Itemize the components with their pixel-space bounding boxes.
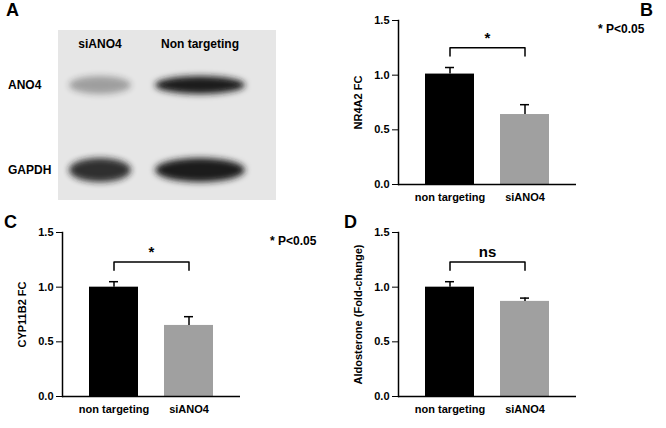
svg-text:1.0: 1.0	[374, 281, 389, 293]
svg-text:siANO4: siANO4	[78, 37, 122, 51]
svg-text:CYP11B2 FC: CYP11B2 FC	[16, 281, 28, 347]
svg-text:Non targeting: Non targeting	[161, 37, 239, 51]
svg-text:non targeting: non targeting	[79, 403, 149, 415]
svg-text:*: *	[485, 29, 491, 46]
svg-text:NR4A2 FC: NR4A2 FC	[352, 76, 364, 130]
html-text:* P<0.05: * P<0.05	[270, 234, 317, 248]
svg-text:non targeting: non targeting	[415, 191, 485, 203]
svg-text:siANO4: siANO4	[505, 403, 546, 415]
html-text:C: C	[4, 212, 17, 232]
svg-text:0.0: 0.0	[38, 390, 53, 402]
svg-text:Aldosterone (Fold-change): Aldosterone (Fold-change)	[352, 244, 364, 384]
svg-text:ANO4: ANO4	[8, 78, 42, 92]
svg-text:0.0: 0.0	[374, 178, 389, 190]
html-text:* P<0.05: * P<0.05	[598, 22, 645, 36]
svg-text:1.0: 1.0	[38, 281, 53, 293]
svg-text:1.5: 1.5	[38, 226, 53, 238]
svg-text:GAPDH: GAPDH	[8, 163, 51, 177]
svg-text:ns: ns	[479, 243, 497, 260]
svg-text:non targeting: non targeting	[415, 403, 485, 415]
svg-text:0.5: 0.5	[374, 335, 389, 347]
svg-text:0.0: 0.0	[374, 390, 389, 402]
svg-text:1.5: 1.5	[374, 14, 389, 26]
svg-text:0.5: 0.5	[374, 123, 389, 135]
html-text:A: A	[6, 0, 19, 20]
svg-text:siANO4: siANO4	[169, 403, 210, 415]
svg-text:0.5: 0.5	[38, 335, 53, 347]
html-text:B: B	[640, 0, 653, 20]
svg-text:*: *	[149, 243, 155, 260]
html-text:D: D	[344, 212, 357, 232]
svg-text:1.0: 1.0	[374, 69, 389, 81]
svg-text:siANO4: siANO4	[505, 191, 546, 203]
svg-text:1.5: 1.5	[374, 226, 389, 238]
